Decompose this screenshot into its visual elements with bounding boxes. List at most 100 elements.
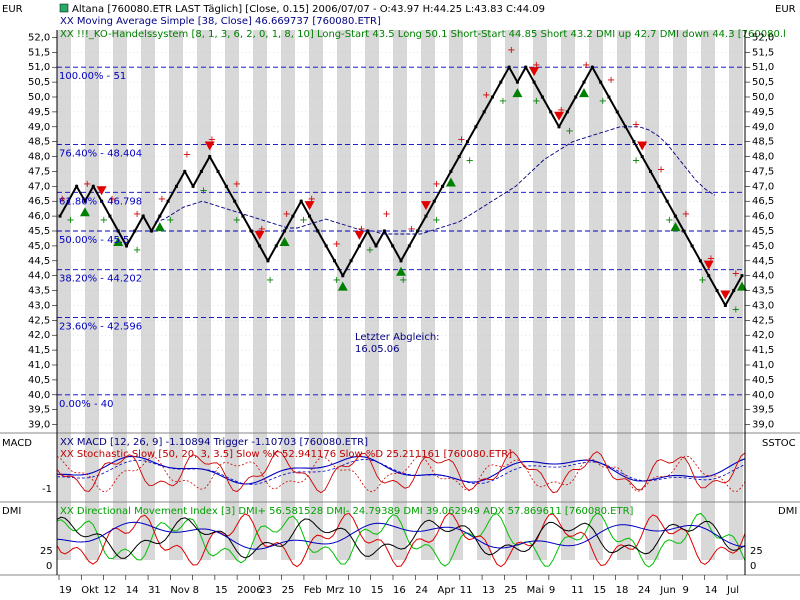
price-point xyxy=(324,244,328,248)
x-tick-label: 15 xyxy=(371,585,384,596)
y-tick-right: 40,5 xyxy=(752,375,774,386)
price-point xyxy=(357,244,361,248)
annotation-line-2: 16.05.06 xyxy=(355,344,400,355)
plus-marker: + xyxy=(332,275,340,286)
plus-marker: + xyxy=(199,185,207,196)
annotation-line-1: Letzter Abgleich: xyxy=(355,332,440,343)
price-point xyxy=(457,155,461,159)
price-point xyxy=(599,80,603,84)
week-band xyxy=(421,30,435,560)
plus-marker: + xyxy=(58,194,66,205)
dmi-tick-0: 0 xyxy=(46,561,52,572)
week-band xyxy=(85,30,99,560)
plus-marker: + xyxy=(432,179,440,190)
price-point xyxy=(208,155,212,159)
price-point xyxy=(557,125,561,129)
y-tick-left: 49,5 xyxy=(28,107,50,118)
x-tick-label: 25 xyxy=(504,585,517,596)
price-point xyxy=(682,229,686,233)
plus-marker: + xyxy=(332,239,340,250)
fib-label: 0.00% - 40 xyxy=(59,399,113,410)
x-tick-label: 11 xyxy=(460,585,473,596)
x-tick-label: 8 xyxy=(193,585,199,596)
plus-marker: + xyxy=(308,194,316,205)
week-band xyxy=(701,30,715,560)
price-point xyxy=(507,65,511,69)
dmi-legend: XX Directional Movement Index [3] DMI+ 5… xyxy=(60,506,634,517)
price-point xyxy=(249,229,253,233)
x-tick-label: 11 xyxy=(571,585,584,596)
y-tick-left: 39,0 xyxy=(28,420,50,431)
short-signal-marker xyxy=(204,141,215,151)
stoch-k-line xyxy=(56,451,746,494)
price-point xyxy=(349,259,353,263)
short-signal-marker xyxy=(354,230,365,240)
y-tick-left: 51,0 xyxy=(28,62,50,73)
y-tick-left: 47,0 xyxy=(28,181,50,192)
plus-marker: + xyxy=(283,209,291,220)
price-point xyxy=(191,184,195,188)
x-tick-label: Jun xyxy=(659,585,676,596)
plus-marker: + xyxy=(507,45,515,56)
plus-marker: + xyxy=(482,90,490,101)
y-tick-right: 40,0 xyxy=(752,390,774,401)
price-point xyxy=(108,214,112,218)
long-signal-marker xyxy=(512,88,523,98)
price-point xyxy=(100,199,104,203)
plus-marker: + xyxy=(366,245,374,256)
short-signal-marker xyxy=(529,67,540,77)
y-tick-right: 51,5 xyxy=(752,47,774,58)
price-grid xyxy=(57,37,745,425)
y-tick-right: 43,5 xyxy=(752,286,774,297)
x-tick-label: 14 xyxy=(705,585,718,596)
macd-tick: -1 xyxy=(42,484,52,495)
plus-marker: + xyxy=(682,209,690,220)
week-band xyxy=(533,30,547,560)
x-tick-label: 31 xyxy=(148,585,161,596)
legend-ko: XX !!!_KO-Handelssystem [8, 1, 3, 6, 2, … xyxy=(60,29,786,40)
week-band xyxy=(393,30,407,560)
short-signal-marker xyxy=(96,186,107,196)
x-tick-label: 13 xyxy=(482,585,495,596)
price-point xyxy=(673,214,677,218)
sstoc-panel-label: SSTOC xyxy=(762,438,796,449)
y-tick-left: 45,0 xyxy=(28,241,50,252)
price-point xyxy=(657,184,661,188)
price-point xyxy=(740,274,744,278)
week-band xyxy=(169,30,183,560)
y-tick-right: 42,5 xyxy=(752,315,774,326)
price-point xyxy=(515,80,519,84)
x-tick-label: Mrz xyxy=(326,585,344,596)
week-band xyxy=(141,30,155,560)
price-point xyxy=(241,214,245,218)
price-point xyxy=(66,199,70,203)
price-point xyxy=(416,229,420,233)
long-signal-marker xyxy=(113,237,124,246)
y-tick-left: 41,0 xyxy=(28,360,50,371)
price-point xyxy=(723,303,727,307)
dmi-tick-25-right: 25 xyxy=(750,546,763,557)
macd-line xyxy=(57,455,746,485)
y-tick-left: 50,5 xyxy=(28,77,50,88)
y-tick-right: 43,0 xyxy=(752,300,774,311)
week-band xyxy=(337,30,351,560)
y-tick-right: 44,5 xyxy=(752,256,774,267)
plus-marker: + xyxy=(698,275,706,286)
y-tick-left: 45,5 xyxy=(28,226,50,237)
price-point xyxy=(407,244,411,248)
week-band xyxy=(281,30,295,560)
x-tick-label: 25 xyxy=(282,585,295,596)
x-tick-label: Jul xyxy=(726,585,739,596)
y-tick-left: 43,0 xyxy=(28,300,50,311)
plus-marker: + xyxy=(166,215,174,226)
week-band xyxy=(365,30,379,560)
price-point xyxy=(432,199,436,203)
week-band xyxy=(589,30,603,560)
y-tick-left: 50,0 xyxy=(28,92,50,103)
x-tick-label: 9 xyxy=(682,585,688,596)
y-tick-right: 47,5 xyxy=(752,166,774,177)
dmi-series xyxy=(56,512,746,568)
price-point xyxy=(590,65,594,69)
plus-marker: + xyxy=(100,215,108,226)
price-point xyxy=(466,140,470,144)
